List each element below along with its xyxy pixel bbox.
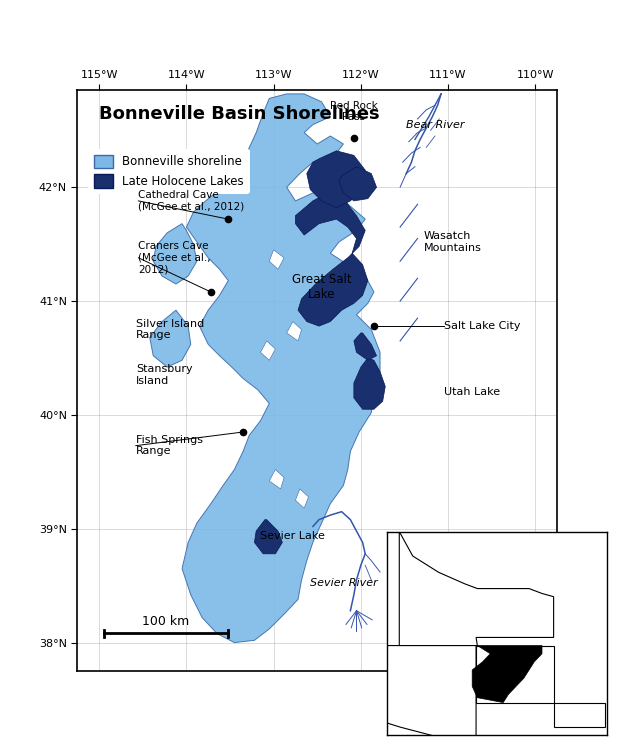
- Text: Great Salt
Lake: Great Salt Lake: [292, 274, 352, 302]
- Polygon shape: [472, 645, 542, 703]
- Text: Wasatch
Mountains: Wasatch Mountains: [423, 231, 482, 253]
- Text: Cathedral Cave
(McGee et al., 2012): Cathedral Cave (McGee et al., 2012): [139, 190, 245, 212]
- Text: Salt Lake City: Salt Lake City: [444, 321, 520, 331]
- Polygon shape: [354, 333, 376, 360]
- Text: Utah Lake: Utah Lake: [444, 387, 500, 397]
- Legend: Bonneville shoreline, Late Holocene Lakes: Bonneville shoreline, Late Holocene Lake…: [88, 149, 250, 194]
- Polygon shape: [322, 645, 476, 743]
- Polygon shape: [254, 520, 282, 553]
- Polygon shape: [182, 94, 380, 642]
- Polygon shape: [295, 193, 368, 326]
- Polygon shape: [150, 310, 191, 367]
- Text: Fish Springs
Range: Fish Springs Range: [136, 435, 203, 456]
- Text: 100 km: 100 km: [142, 615, 189, 628]
- Text: Sevier Lake: Sevier Lake: [261, 531, 325, 541]
- Polygon shape: [287, 321, 301, 341]
- Polygon shape: [339, 167, 376, 201]
- Polygon shape: [307, 151, 365, 208]
- Text: Stansbury
Island: Stansbury Island: [136, 364, 193, 386]
- Polygon shape: [261, 341, 275, 360]
- Text: Bonneville Basin Shorelines: Bonneville Basin Shorelines: [99, 106, 380, 124]
- Polygon shape: [295, 489, 308, 508]
- Polygon shape: [354, 358, 385, 409]
- Text: Silver Island
Range: Silver Island Range: [136, 319, 204, 340]
- Text: Red Rock
Pass: Red Rock Pass: [330, 101, 378, 122]
- Polygon shape: [399, 532, 553, 645]
- Polygon shape: [154, 224, 197, 284]
- Polygon shape: [476, 645, 605, 727]
- Text: Craners Cave
(McGee et al.,
2012): Craners Cave (McGee et al., 2012): [139, 241, 211, 274]
- Polygon shape: [269, 250, 284, 269]
- Polygon shape: [269, 470, 284, 489]
- Text: Bear River: Bear River: [405, 120, 464, 130]
- Text: Sevier River: Sevier River: [310, 578, 377, 588]
